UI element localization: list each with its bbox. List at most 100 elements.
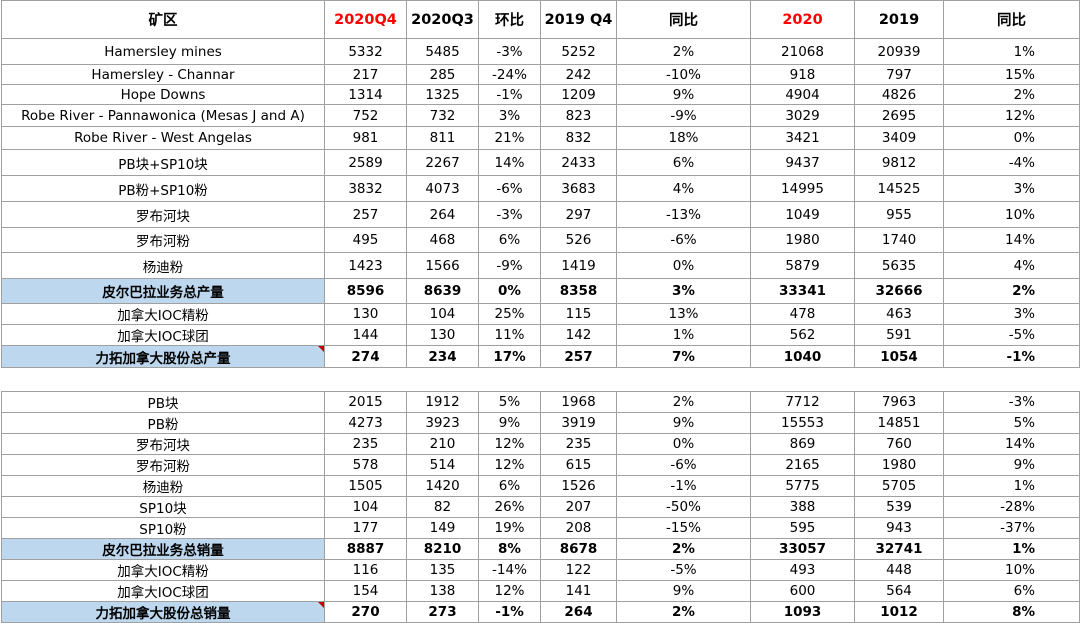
value-cell: -14%: [478, 559, 541, 581]
row-label-cell: PB粉+SP10粉: [1, 175, 325, 202]
row-label-cell: 罗布河块: [1, 433, 325, 455]
header-2020: 2020: [750, 0, 855, 39]
value-cell: 1968: [540, 391, 617, 413]
value-cell: 4826: [854, 84, 944, 105]
value-cell: 10%: [943, 201, 1080, 228]
value-cell: 0%: [616, 433, 751, 455]
value-cell: 5252: [540, 38, 617, 65]
value-cell: 1093: [750, 601, 855, 623]
value-cell: 274: [324, 345, 407, 368]
value-cell: 6%: [943, 580, 1080, 602]
value-cell: [540, 367, 617, 392]
value-cell: -28%: [943, 496, 1080, 518]
total-row: 力拓加拿大股份总产量 274 234 17% 257 7% 1040 1054 -1%: [1, 345, 1080, 368]
value-cell: 869: [750, 433, 855, 455]
value-cell: 9437: [750, 149, 855, 176]
value-cell: -1%: [478, 84, 541, 105]
value-cell: 177: [324, 517, 407, 539]
value-cell: 8%: [478, 538, 541, 560]
row-label-cell: 罗布河块: [1, 201, 325, 228]
value-cell: 526: [540, 227, 617, 253]
value-cell: 32741: [854, 538, 944, 560]
value-cell: 2695: [854, 104, 944, 127]
value-cell: 3923: [406, 412, 479, 434]
value-cell: 12%: [478, 580, 541, 602]
value-cell: 234: [406, 345, 479, 368]
value-cell: -13%: [616, 201, 751, 228]
value-cell: 7963: [854, 391, 944, 413]
value-cell: 5332: [324, 38, 407, 65]
value-cell: 832: [540, 126, 617, 150]
table-row: SP10粉 177 149 19% 208 -15% 595 943 -37%: [1, 517, 1080, 539]
value-cell: 8887: [324, 538, 407, 560]
table-row: PB粉+SP10粉 3832 4073 -6% 3683 4% 14995 14525 3%: [1, 175, 1080, 202]
value-cell: 981: [324, 126, 407, 150]
header-2020q4: 2020Q4: [324, 0, 407, 39]
value-cell: 12%: [943, 104, 1080, 127]
value-cell: 2%: [616, 38, 751, 65]
value-cell: 3421: [750, 126, 855, 150]
value-cell: 6%: [478, 475, 541, 497]
value-cell: 2%: [616, 391, 751, 413]
value-cell: 9812: [854, 149, 944, 176]
value-cell: 9%: [616, 412, 751, 434]
value-cell: 6%: [616, 149, 751, 176]
table-row: 罗布河粉 578 514 12% 615 -6% 2165 1980 9%: [1, 454, 1080, 476]
header-qoq: 环比: [478, 0, 541, 39]
table-row: Robe River - Pannawonica (Mesas J and A)…: [1, 104, 1080, 127]
value-cell: 539: [854, 496, 944, 518]
value-cell: 595: [750, 517, 855, 539]
value-cell: 3%: [943, 303, 1080, 325]
value-cell: 257: [324, 201, 407, 228]
header-row: 矿区 2020Q4 2020Q3 环比 2019 Q4 同比 2020 2019…: [1, 0, 1080, 39]
header-2019q4: 2019 Q4: [540, 0, 617, 39]
value-cell: 26%: [478, 496, 541, 518]
value-cell: 823: [540, 104, 617, 127]
table-row: 杨迪粉 1505 1420 6% 1526 -1% 5775 5705 1%: [1, 475, 1080, 497]
value-cell: 1505: [324, 475, 407, 497]
value-cell: 144: [324, 324, 407, 346]
value-cell: [406, 367, 479, 392]
value-cell: 1980: [854, 454, 944, 476]
value-cell: 20939: [854, 38, 944, 65]
value-cell: -1%: [943, 345, 1080, 368]
value-cell: 1%: [943, 475, 1080, 497]
value-cell: -3%: [943, 391, 1080, 413]
value-cell: 15553: [750, 412, 855, 434]
value-cell: 4904: [750, 84, 855, 105]
value-cell: 5%: [943, 412, 1080, 434]
value-cell: 6%: [478, 227, 541, 253]
row-label-cell: 杨迪粉: [1, 252, 325, 279]
row-label-cell: 力拓加拿大股份总销量: [1, 601, 325, 623]
value-cell: [616, 367, 751, 392]
table-row: 加拿大IOC精粉 116 135 -14% 122 -5% 493 448 10%: [1, 559, 1080, 581]
value-cell: -37%: [943, 517, 1080, 539]
value-cell: -6%: [478, 175, 541, 202]
row-label-cell: 罗布河粉: [1, 454, 325, 476]
value-cell: 3832: [324, 175, 407, 202]
value-cell: 297: [540, 201, 617, 228]
table-row: Hamersley mines 5332 5485 -3% 5252 2% 21068 209…: [1, 38, 1080, 65]
value-cell: 235: [324, 433, 407, 455]
value-cell: 273: [406, 601, 479, 623]
table-row: PB块 2015 1912 5% 1968 2% 7712 7963 -3%: [1, 391, 1080, 413]
value-cell: 0%: [943, 126, 1080, 150]
table-row: Hamersley - Channar 217 285 -24% 242 -10% 918 7…: [1, 64, 1080, 85]
row-label-cell: PB块+SP10块: [1, 149, 325, 176]
value-cell: 264: [406, 201, 479, 228]
table-row: 加拿大IOC球团 144 130 11% 142 1% 562 591 -5%: [1, 324, 1080, 346]
value-cell: 9%: [616, 84, 751, 105]
value-cell: 760: [854, 433, 944, 455]
value-cell: 3919: [540, 412, 617, 434]
header-2020q3: 2020Q3: [406, 0, 479, 39]
table-row: 罗布河块 235 210 12% 235 0% 869 760 14%: [1, 433, 1080, 455]
value-cell: 943: [854, 517, 944, 539]
row-label-cell: 皮尔巴拉业务总销量: [1, 538, 325, 560]
value-cell: 14995: [750, 175, 855, 202]
value-cell: [478, 367, 541, 392]
value-cell: 918: [750, 64, 855, 85]
value-cell: 14%: [943, 227, 1080, 253]
value-cell: 5635: [854, 252, 944, 279]
value-cell: 12%: [478, 454, 541, 476]
value-cell: 8210: [406, 538, 479, 560]
